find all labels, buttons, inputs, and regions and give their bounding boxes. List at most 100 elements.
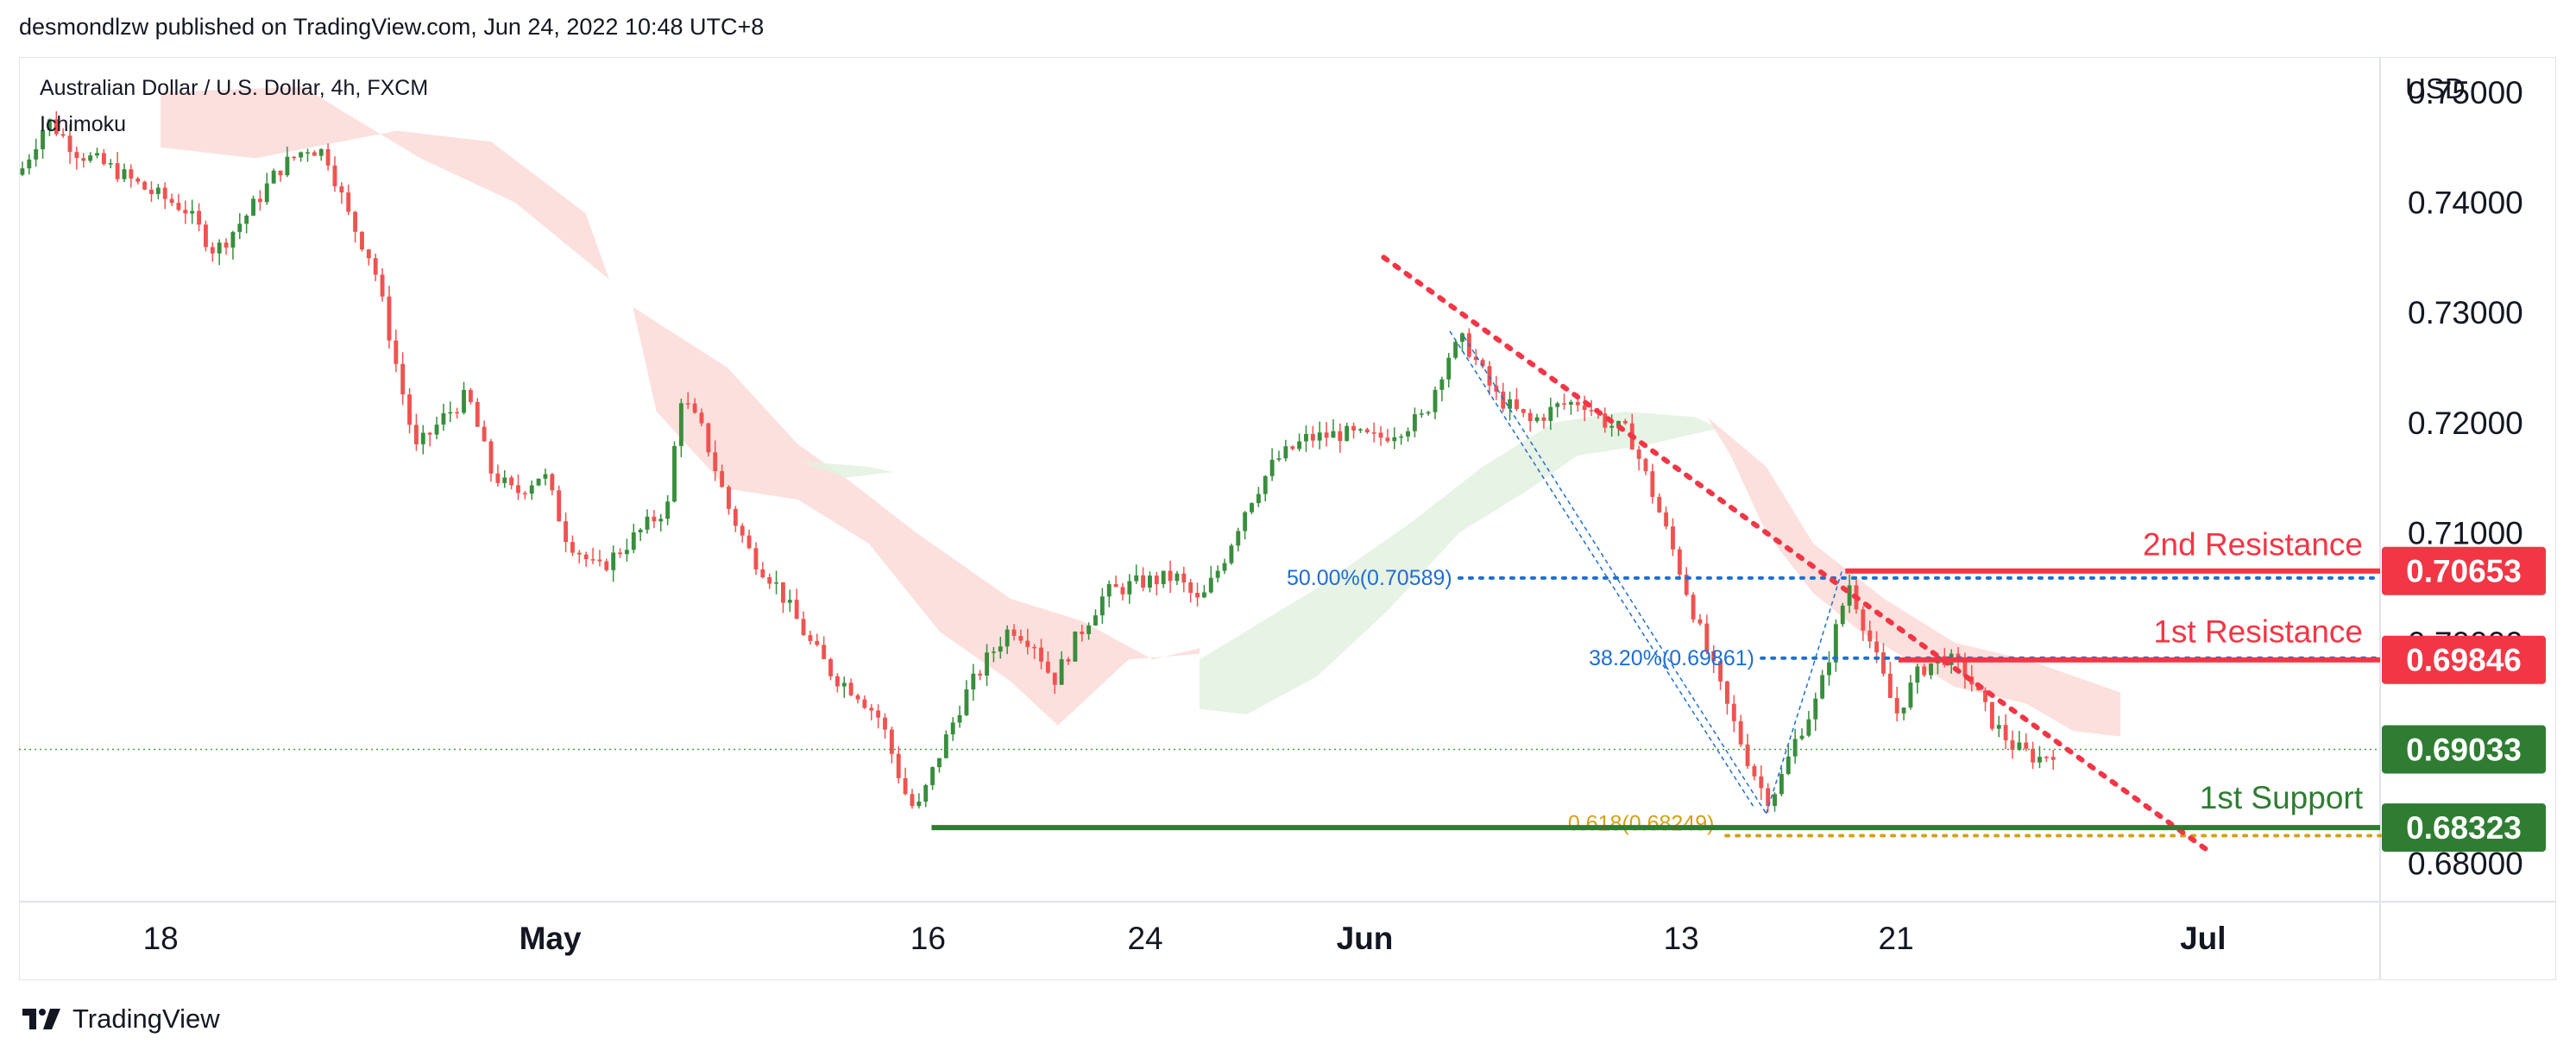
candle-body <box>611 552 616 570</box>
candle-body <box>1636 449 1641 459</box>
candle-body <box>1243 512 1248 532</box>
candle-body <box>210 247 215 254</box>
ichimoku-cloud-bear-2 <box>633 306 1200 726</box>
candle-body <box>1134 575 1139 582</box>
candle-body <box>1175 573 1180 582</box>
candle-body <box>1555 403 1560 407</box>
candle-body <box>2017 742 2022 750</box>
candle-body <box>427 432 432 435</box>
chart-frame <box>19 57 2556 980</box>
candle-body <box>88 155 93 161</box>
candle-body <box>780 582 785 603</box>
candle-body <box>889 729 894 754</box>
candle-body <box>237 223 242 232</box>
candle-body <box>869 708 874 711</box>
candle-body <box>991 651 996 653</box>
candle-body <box>475 401 480 427</box>
candle-body <box>1351 425 1357 431</box>
footer: TradingView <box>21 1004 220 1035</box>
candle-body <box>1039 647 1043 662</box>
candle-body <box>1018 635 1023 641</box>
candle-body <box>1691 595 1696 620</box>
candle-body <box>1453 342 1458 358</box>
candle-body <box>1643 458 1648 472</box>
candle-body <box>1113 583 1118 588</box>
candle-body <box>1759 776 1764 789</box>
candle-body <box>937 758 942 768</box>
candle-body <box>1799 735 1804 739</box>
candle-body <box>604 561 609 570</box>
time-tick-label: 16 <box>910 921 946 956</box>
candle-body <box>985 652 989 676</box>
candle-body <box>1426 412 1431 414</box>
candle-body <box>1276 458 1282 460</box>
price-tick-label: 0.74000 <box>2408 185 2523 220</box>
candle-body <box>828 658 833 676</box>
fib-diagonal-2 <box>1449 330 1755 808</box>
candle-body <box>1589 410 1594 412</box>
indicator-legend: Ichimoku <box>40 112 127 136</box>
candle-body <box>74 152 79 159</box>
candle-body <box>713 452 718 471</box>
candle-body <box>1548 406 1553 421</box>
candle-body <box>1515 399 1519 410</box>
candle-body <box>20 168 25 175</box>
candle-body <box>224 242 229 248</box>
candle-body <box>543 474 548 479</box>
candle-body <box>801 619 806 636</box>
candle-body <box>149 189 154 194</box>
publish-info: desmondlzw published on TradingView.com,… <box>19 14 765 40</box>
price-tag-text-2: 0.69033 <box>2406 732 2522 767</box>
candle-body <box>753 548 759 569</box>
candle-body <box>1127 581 1132 595</box>
candle-body <box>529 485 534 494</box>
candle-body <box>1915 666 1920 683</box>
candle-body <box>767 577 772 584</box>
candle-body <box>1704 623 1710 651</box>
time-tick-label: 24 <box>1127 921 1162 956</box>
price-tick-label: 0.71000 <box>2408 515 2523 551</box>
candle-body <box>1671 526 1675 550</box>
candle-body <box>1867 630 1873 642</box>
candle-body <box>488 441 494 474</box>
candle-body <box>299 152 304 158</box>
candle-body <box>1697 619 1703 624</box>
candle-body <box>631 532 636 551</box>
candle-body <box>95 153 99 156</box>
candle-body <box>910 794 915 807</box>
candle-body <box>815 640 820 645</box>
candle-body <box>943 734 948 758</box>
candle-body <box>835 676 840 687</box>
candle-body <box>183 210 188 214</box>
candle-body <box>699 412 704 424</box>
candle-body <box>678 403 683 446</box>
candle-body <box>108 163 113 165</box>
candle-body <box>1290 446 1295 450</box>
candle-body <box>1297 441 1302 450</box>
candle-body <box>67 135 72 153</box>
candle-body <box>862 699 867 708</box>
candle-body <box>1773 794 1777 807</box>
candle-body <box>564 521 569 543</box>
candle-body <box>1148 576 1152 588</box>
candle-body <box>1508 399 1513 409</box>
price-tag-1 <box>2382 635 2546 684</box>
candle-body <box>1005 629 1010 647</box>
candle-body <box>903 777 908 795</box>
candle-body <box>81 158 86 161</box>
candle-body <box>516 485 520 494</box>
price-tag-text-1: 0.69846 <box>2406 643 2522 678</box>
candle-body <box>413 425 419 444</box>
candle-body <box>1188 582 1194 594</box>
candle-body <box>346 192 351 212</box>
candle-body <box>672 445 677 502</box>
candle-body <box>1616 420 1621 426</box>
candle-body <box>251 198 255 216</box>
candle-body <box>54 119 59 135</box>
candle-body <box>760 569 765 578</box>
candle-body <box>950 722 955 735</box>
ichimoku-cloud-bull-2 <box>1200 412 1719 715</box>
candle-body <box>441 412 446 425</box>
candle-body <box>576 552 582 555</box>
